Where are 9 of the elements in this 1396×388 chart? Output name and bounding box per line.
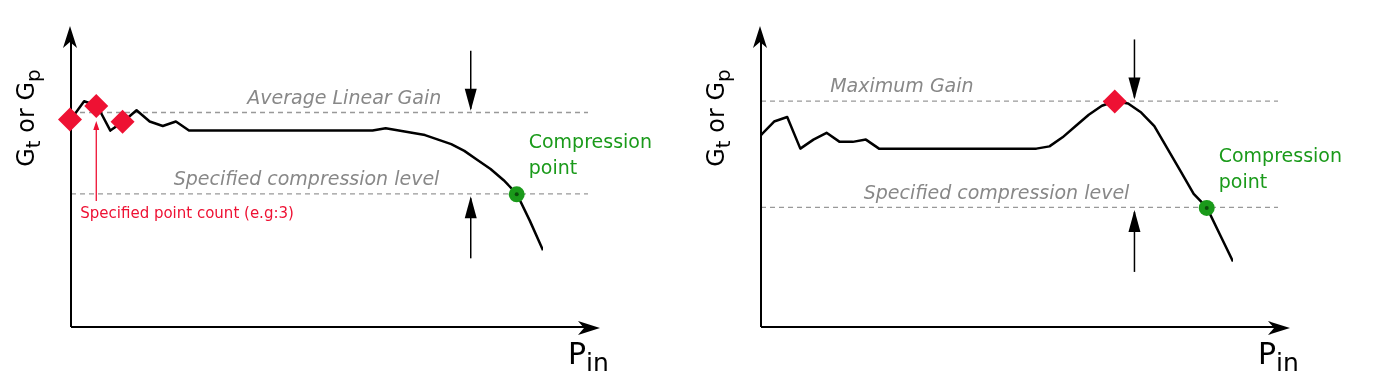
annotation: Compression point: [528, 129, 653, 181]
ref-line-label: Maximum Gain: [830, 74, 974, 97]
annotation: Compression point: [1218, 142, 1343, 194]
ref-line-label: Specified compression level: [173, 167, 441, 190]
x-axis-title: P$_{in}$: [568, 336, 609, 377]
x-axis-title: P$_{in}$: [1258, 336, 1299, 377]
ref-line-label: Average Linear Gain: [245, 85, 442, 108]
ref-line-label: Specified compression level: [863, 180, 1131, 203]
annotation: Specified point count (e.g:3): [80, 203, 294, 222]
